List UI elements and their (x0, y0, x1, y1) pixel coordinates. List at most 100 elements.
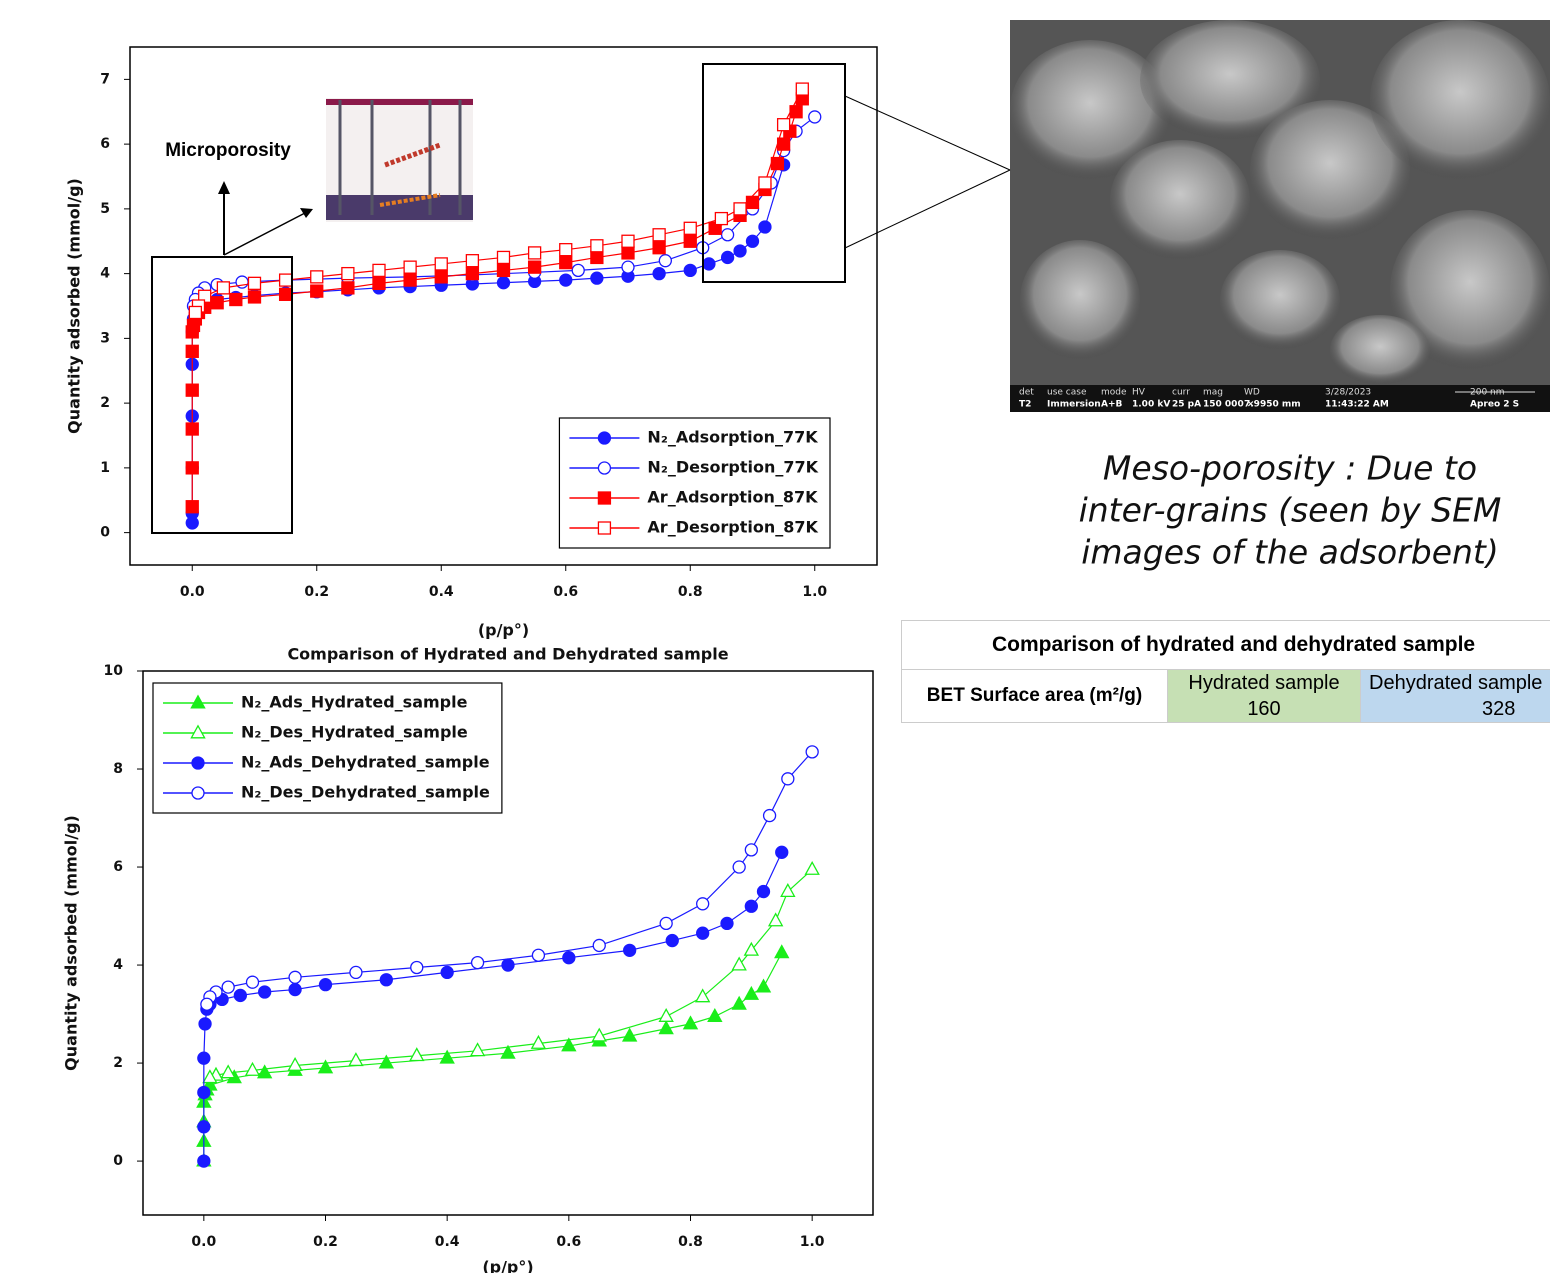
x-tick-label: 0.2 (304, 584, 329, 600)
marker (805, 745, 819, 759)
marker (501, 958, 515, 972)
info-label: mag (1203, 388, 1223, 398)
marker (496, 276, 511, 290)
marker (720, 250, 735, 265)
marker (795, 82, 809, 96)
marker (403, 260, 417, 274)
marker (531, 948, 546, 962)
marker (758, 176, 772, 190)
info-value: Apreo 2 S (1470, 400, 1519, 410)
legend-label: N₂_Des_Dehydrated_sample (241, 783, 490, 802)
marker (233, 988, 247, 1003)
marker (197, 1120, 211, 1134)
marker (743, 941, 760, 956)
marker (621, 246, 635, 260)
x-axis-label: (p/p°) (482, 1258, 533, 1273)
legend-label: N₂_Desorption_77K (647, 458, 818, 477)
x-tick-label: 0.8 (678, 584, 703, 600)
info-value: 25 pA (1172, 400, 1201, 410)
table-cell: Hydrated sample 160 (1167, 669, 1361, 723)
marker (694, 988, 711, 1003)
marker (571, 263, 585, 278)
column-name: Hydrated sample (1188, 672, 1340, 694)
marker (185, 383, 199, 397)
x-tick-label: 1.0 (800, 1234, 825, 1250)
marker (247, 276, 262, 290)
zoom-line (844, 95, 1011, 171)
marker (591, 1027, 607, 1042)
marker (652, 266, 666, 281)
marker (714, 211, 729, 226)
marker (188, 305, 203, 320)
marker (590, 239, 604, 253)
sem-image (1010, 20, 1550, 412)
marker (348, 1052, 364, 1067)
marker (434, 257, 448, 271)
marker (590, 271, 604, 285)
y-tick-label: 3 (100, 330, 110, 346)
marker (658, 1020, 674, 1035)
marker (780, 882, 796, 897)
marker (592, 938, 606, 953)
x-tick-label: 0.4 (435, 1234, 460, 1250)
marker (379, 973, 393, 987)
x-tick-label: 1.0 (802, 584, 827, 600)
info-label: curr (1172, 388, 1190, 398)
marker (530, 1034, 547, 1049)
cell-value: 328 (1482, 698, 1516, 720)
marker (465, 254, 480, 268)
y-tick-label: 0 (100, 525, 110, 541)
marker (559, 243, 573, 257)
marker (198, 1017, 212, 1031)
marker (244, 1061, 261, 1076)
marker (658, 1007, 674, 1022)
marker (202, 1069, 218, 1084)
marker (808, 110, 822, 124)
marker (288, 982, 302, 997)
marker (247, 290, 262, 304)
info-value: T2 (1019, 400, 1031, 410)
y-tick-label: 4 (113, 957, 123, 973)
x-tick-label: 0.0 (180, 584, 205, 600)
marker (256, 1064, 273, 1079)
marker (597, 521, 612, 535)
marker (731, 956, 747, 971)
marker (372, 276, 386, 290)
marker (317, 1059, 334, 1074)
marker (288, 970, 302, 984)
marker (743, 985, 760, 1000)
marker (465, 266, 480, 281)
marker (597, 461, 612, 475)
marker (378, 1054, 395, 1069)
marker (597, 491, 612, 505)
row-header: BET Surface area (m²/g) (901, 669, 1168, 723)
y-axis-label: Quantity adsorbed (mmol/g) (62, 815, 81, 1071)
marker (767, 912, 784, 927)
marker (745, 195, 760, 210)
y-tick-label: 7 (100, 71, 110, 87)
legend: N₂_Adsorption_77K N₂_Desorption_77K Ar_Ads… (558, 417, 831, 549)
marker (756, 884, 771, 899)
micro-box (151, 256, 293, 534)
marker (590, 250, 604, 265)
marker (774, 944, 790, 959)
info-label: 3/28/2023 (1325, 388, 1371, 398)
y-tick-label: 2 (113, 1055, 123, 1071)
marker (733, 202, 747, 216)
marker (185, 500, 199, 514)
comparison-table: Comparison of hydrated and dehydrated sa… (901, 620, 1550, 723)
legend-label: N₂_Des_Hydrated_sample (241, 723, 468, 742)
x-tick-label: 0.6 (556, 1234, 581, 1250)
arrow (223, 212, 306, 256)
marker (776, 137, 791, 151)
info-label: det (1019, 388, 1034, 398)
marker (191, 786, 205, 800)
info-value: Immersion (1047, 400, 1101, 410)
marker (200, 997, 214, 1011)
marker (440, 965, 454, 980)
meso-box (702, 63, 846, 283)
marker (621, 1027, 638, 1042)
marker (409, 1047, 425, 1062)
